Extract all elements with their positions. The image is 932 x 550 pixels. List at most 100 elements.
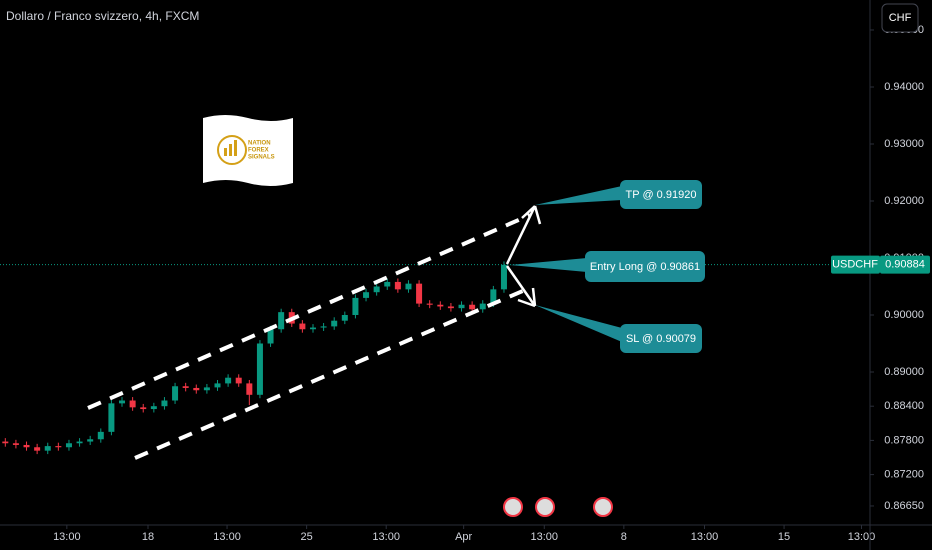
candle-body	[500, 264, 507, 290]
candle-body	[373, 286, 380, 293]
candle-body	[193, 387, 200, 391]
logo-text: FOREX	[248, 148, 269, 154]
candle-body	[182, 386, 189, 388]
candle-body	[437, 304, 444, 307]
x-tick-label: 8	[621, 531, 627, 543]
candle-body	[172, 386, 179, 401]
candle-body	[299, 323, 306, 330]
x-tick-label: 13:00	[848, 531, 876, 543]
candle-body	[490, 289, 497, 304]
y-tick-label: 0.87200	[884, 469, 924, 481]
y-tick-label: 0.88400	[884, 400, 924, 412]
y-tick-label: 0.90000	[884, 309, 924, 321]
candle-body	[331, 320, 338, 327]
candle-body	[108, 403, 115, 432]
candle-body	[320, 326, 327, 328]
callout-pointer	[535, 186, 622, 205]
logo-icon	[217, 135, 247, 165]
event-icon[interactable]	[535, 497, 555, 517]
currency-button-label: CHF	[889, 12, 912, 24]
candle-body	[458, 304, 465, 309]
candles	[2, 261, 507, 455]
channel-upper	[87, 213, 531, 410]
x-tick-label: 13:00	[213, 531, 241, 543]
callout-pointer	[510, 258, 587, 272]
x-tick-label: 13:00	[691, 531, 719, 543]
candle-body	[2, 441, 9, 444]
callout-sl-text: SL @ 0.90079	[626, 333, 696, 345]
x-tick-label: 25	[300, 531, 312, 543]
candle-body	[394, 281, 401, 290]
callout-pointer	[535, 305, 622, 342]
candle-body	[119, 400, 126, 404]
event-icon[interactable]	[593, 497, 613, 517]
x-tick-label: 13:00	[531, 531, 559, 543]
candle-body	[426, 303, 433, 305]
candle-body	[479, 303, 486, 310]
y-tick-label: 0.92000	[884, 195, 924, 207]
y-tick-label: 0.93000	[884, 138, 924, 150]
axis-overlays: USDCHF 0.90884 CHF	[831, 3, 930, 274]
candle-body	[44, 446, 51, 451]
candle-body	[235, 377, 242, 384]
candle-body	[23, 444, 30, 448]
x-tick-label: Apr	[455, 531, 472, 543]
candle-body	[140, 407, 147, 410]
candle-body	[469, 304, 476, 310]
candle-body	[309, 327, 316, 330]
candle-body	[65, 443, 72, 448]
candle-body	[246, 383, 253, 395]
candle-body	[76, 441, 83, 444]
candle-body	[384, 281, 391, 287]
callout-sl	[620, 324, 702, 353]
logo-flag	[203, 115, 293, 186]
chart-title: Dollaro / Franco svizzero, 4h, FXCM	[6, 9, 199, 23]
y-tick-label: 0.87800	[884, 434, 924, 446]
event-icon[interactable]	[503, 497, 523, 517]
callout-entry-text: Entry Long @ 0.90861	[590, 261, 700, 273]
candle-body	[405, 283, 412, 290]
symbol-label: USDCHF	[832, 259, 878, 271]
currency-button[interactable]	[881, 3, 919, 33]
x-tick-label: 13:00	[53, 531, 81, 543]
candle-body	[225, 377, 232, 384]
x-tick-label: 13:00	[372, 531, 400, 543]
callout-entry	[585, 251, 705, 282]
candle-body	[267, 329, 274, 344]
logo-text: SIGNALS	[248, 155, 275, 161]
price-label: 0.90884	[885, 259, 925, 271]
candle-body	[12, 443, 19, 445]
logo-bar	[234, 140, 237, 156]
logo-bar	[224, 148, 227, 156]
candle-body	[341, 315, 348, 321]
callout-tp-text: TP @ 0.91920	[626, 189, 697, 201]
candle-body	[129, 400, 136, 408]
candle-body	[87, 439, 94, 442]
candle-body	[161, 400, 168, 407]
candle-body	[55, 446, 62, 448]
candle-body	[34, 447, 41, 451]
callout-tp	[620, 180, 702, 209]
y-tick-label: 0.89000	[884, 366, 924, 378]
event-icons	[503, 497, 613, 517]
candle-body	[352, 297, 359, 315]
x-tick-label: 15	[778, 531, 790, 543]
candle-body	[256, 343, 263, 395]
candle-body	[447, 306, 454, 309]
arrow-up	[505, 205, 542, 265]
arrow-down	[505, 265, 537, 308]
symbol-tag	[831, 255, 880, 274]
candle-body	[363, 292, 370, 298]
logo-text: NATION	[248, 141, 271, 147]
x-tick-label: 18	[142, 531, 154, 543]
y-tick-label: 0.94000	[884, 81, 924, 93]
arrows	[505, 205, 542, 308]
candle-body	[203, 387, 210, 391]
logo-bar	[229, 144, 232, 156]
candle-body	[150, 406, 157, 410]
candle-body	[278, 312, 285, 330]
candle-body	[416, 283, 423, 304]
